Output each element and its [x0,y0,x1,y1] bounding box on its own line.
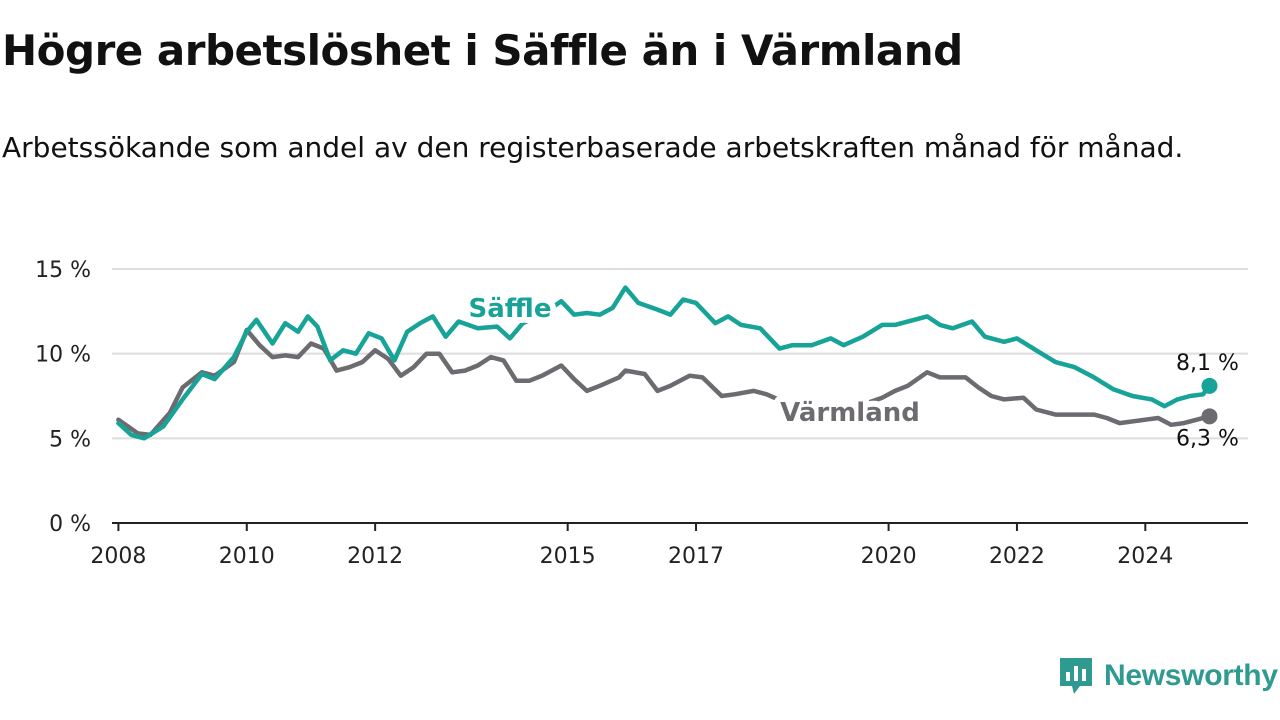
x-tick-label: 2015 [540,544,596,569]
series-label-saffle-halo: Säffle [469,294,552,324]
chart-title: Högre arbetslöshet i Säffle än i Värmlan… [2,26,963,75]
newsworthy-icon [1060,658,1092,694]
series-lines [116,285,1218,441]
line-chart: 0 %5 %10 %15 % 2008 2010 2012 2015 2017 2020 2… [35,258,1248,569]
brand-name: Newsworthy [1104,659,1278,692]
y-tick-label: 5 % [49,427,91,452]
series-label-varmland-halo: Värmland [780,398,920,428]
x-tick-label: 2024 [1117,544,1173,569]
x-tick-label: 2012 [347,544,403,569]
x-tick-label: 2017 [668,544,724,569]
y-tick-label: 15 % [35,258,91,283]
end-label-saffle: 8,1 % [1176,351,1239,376]
x-tick-label: 2020 [861,544,917,569]
y-tick-label: 10 % [35,343,91,368]
series-endpoint-0 [1201,377,1218,394]
chart-subtitle: Arbetssökande som andel av den registerb… [2,131,1184,164]
series-label-saffle: Säffle [469,294,552,324]
end-label-varmland: 6,3 % [1176,426,1239,451]
series-line-1 [116,327,1212,438]
x-tick-label: 2010 [219,544,275,569]
series-endpoint-1 [1201,408,1218,425]
series-line-0 [116,285,1212,441]
y-tick-label: 0 % [49,512,91,537]
x-tick-label: 2022 [989,544,1045,569]
y-axis: 0 % 5 % 10 % 15 % [35,258,91,537]
series-label-varmland: Värmland [780,398,920,428]
newsworthy-logo: Newsworthy [1058,654,1278,698]
x-axis: 2008 2010 2012 2015 2017 2020 2022 2024 [90,522,1248,569]
x-tick-label: 2008 [90,544,146,569]
